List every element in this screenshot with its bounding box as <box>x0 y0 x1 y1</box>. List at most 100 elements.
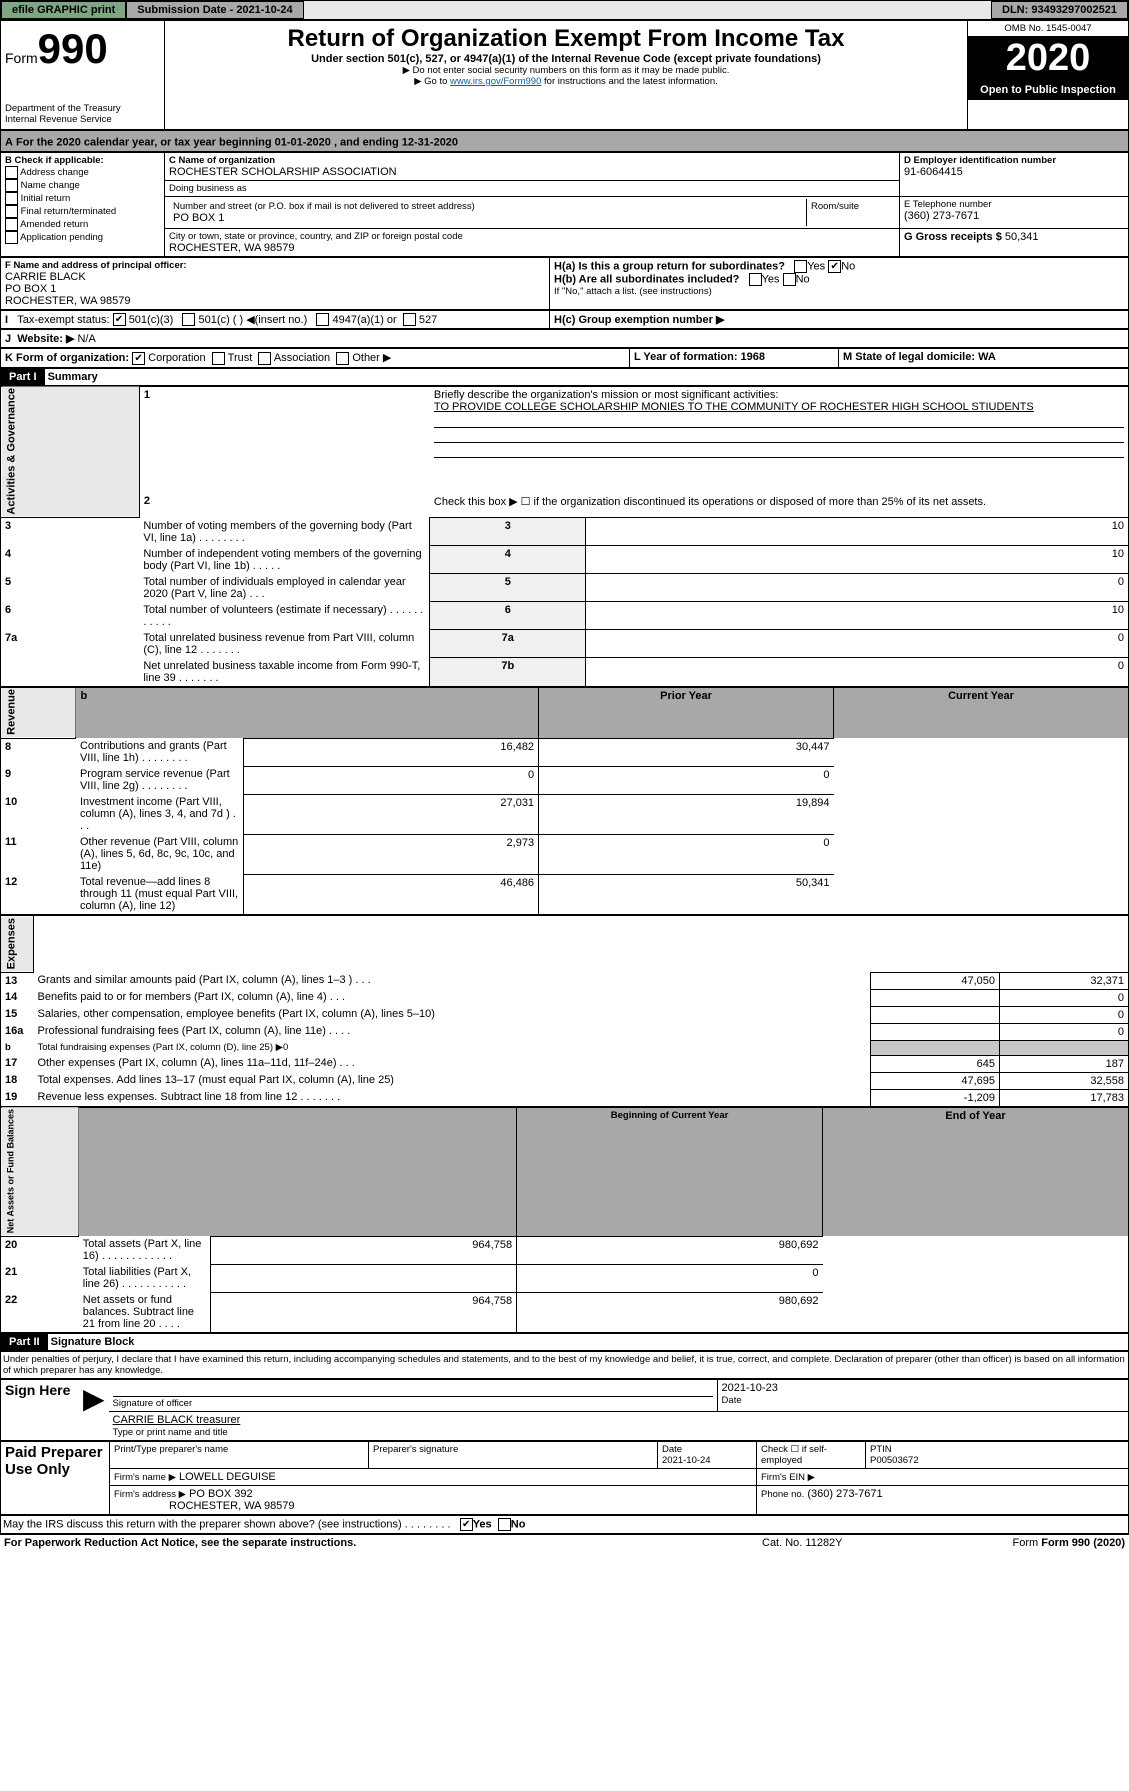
tel: (360) 273-7671 <box>904 210 1124 222</box>
chk-other[interactable] <box>336 352 349 365</box>
officer-name: CARRIE BLACK <box>5 271 545 283</box>
l1v: TO PROVIDE COLLEGE SCHOLARSHIP MONIES TO… <box>434 401 1034 413</box>
current-year: 32,371 <box>1000 972 1129 989</box>
dba-label: Doing business as <box>169 183 895 194</box>
perjury: Under penalties of perjury, I declare th… <box>0 1351 1129 1379</box>
form-label: Form <box>5 50 38 66</box>
current-year: 19,894 <box>539 794 834 834</box>
hb-yes[interactable] <box>749 273 762 286</box>
gross: 50,341 <box>1005 231 1039 243</box>
line-val: 10 <box>586 546 1129 574</box>
chk-corp[interactable]: ✔ <box>132 352 145 365</box>
pc4: PTIN <box>870 1444 892 1455</box>
line-val: 0 <box>586 574 1129 602</box>
prior-year: 46,486 <box>244 874 539 915</box>
discuss-no[interactable] <box>498 1518 511 1531</box>
dln: DLN: 93493297002521 <box>991 1 1128 19</box>
hdr-py: Prior Year <box>539 687 834 738</box>
officer-city: ROCHESTER, WA 98579 <box>5 295 545 307</box>
line-idx: 6 <box>430 602 586 630</box>
discuss: May the IRS discuss this return with the… <box>3 1519 451 1531</box>
discuss-yes[interactable]: ✔ <box>460 1518 473 1531</box>
pra: For Paperwork Reduction Act Notice, see … <box>4 1537 356 1549</box>
prior-year <box>871 1023 1000 1040</box>
line-idx: 3 <box>430 518 586 546</box>
ein: 91-6064415 <box>904 166 1124 178</box>
part2-hdr: Part II <box>1 1334 48 1350</box>
sigdate: 2021-10-23 <box>722 1382 778 1394</box>
boxl: L Year of formation: 1968 <box>634 351 765 363</box>
chk-501c[interactable] <box>182 313 195 326</box>
chk-initial[interactable] <box>5 192 18 205</box>
hb-no[interactable] <box>783 273 796 286</box>
line-num: 17 <box>1 1055 34 1072</box>
a-line: A For the 2020 calendar year, or tax yea… <box>0 130 1129 152</box>
chk-4947[interactable] <box>316 313 329 326</box>
part1-hdr: Part I <box>1 369 45 385</box>
current-year: 30,447 <box>539 738 834 766</box>
tax-year: 2020 <box>998 37 1099 79</box>
opt-final: Final return/terminated <box>21 206 117 217</box>
line-num: 16a <box>1 1023 34 1040</box>
opt-initial: Initial return <box>21 193 71 204</box>
hdr3-py: Beginning of Current Year <box>517 1107 823 1236</box>
chk-trust[interactable] <box>212 352 225 365</box>
side-netassets: Net Assets or Fund Balances <box>1 1107 79 1236</box>
line-text: Net assets or fund balances. Subtract li… <box>79 1292 211 1333</box>
line-text: Total revenue—add lines 8 through 11 (mu… <box>76 874 244 915</box>
line-text: Total expenses. Add lines 13–17 (must eq… <box>34 1072 871 1089</box>
org-name: ROCHESTER SCHOLARSHIP ASSOCIATION <box>169 166 895 178</box>
line-num: 21 <box>1 1264 79 1292</box>
phone-lbl: Phone no. <box>761 1489 804 1500</box>
prior-year: 47,695 <box>871 1072 1000 1089</box>
ha: H(a) Is this a group return for subordin… <box>554 260 785 272</box>
chk-501c3[interactable]: ✔ <box>113 313 126 326</box>
opt-501c: 501(c) ( ) ◀(insert no.) <box>199 314 308 326</box>
form-header: Form990 Department of the Treasury Inter… <box>0 20 1129 130</box>
sign-here: Sign Here <box>1 1380 80 1441</box>
efile-btn[interactable]: efile GRAPHIC print <box>1 1 126 19</box>
chk-assn[interactable] <box>258 352 271 365</box>
line-num: 7a <box>1 630 140 658</box>
current-year: 0 <box>1000 1006 1129 1023</box>
line-text: Total fundraising expenses (Part IX, col… <box>34 1040 871 1055</box>
line-val: 10 <box>586 602 1129 630</box>
opt-name: Name change <box>21 180 80 191</box>
opt-501c3: 501(c)(3) <box>129 314 174 326</box>
line-val: 0 <box>586 658 1129 687</box>
prior-year: 645 <box>871 1055 1000 1072</box>
note1: ▶ Do not enter social security numbers o… <box>169 65 963 76</box>
line-num: 11 <box>1 834 76 874</box>
ha-yes[interactable] <box>794 260 807 273</box>
hc: H(c) Group exemption number ▶ <box>554 314 724 326</box>
prior-year: -1,209 <box>871 1089 1000 1106</box>
ha-no[interactable]: ✔ <box>828 260 841 273</box>
side-expenses: Expenses <box>1 916 34 972</box>
chk-amend[interactable] <box>5 218 18 231</box>
dno: No <box>511 1519 526 1531</box>
current-year: 17,783 <box>1000 1089 1129 1106</box>
chk-527[interactable] <box>403 313 416 326</box>
irs: Internal Revenue Service <box>5 114 160 125</box>
chk-app[interactable] <box>5 231 18 244</box>
opt-527: 527 <box>419 314 437 326</box>
irs-link[interactable]: www.irs.gov/Form990 <box>450 76 541 87</box>
side-governance: Activities & Governance <box>1 386 140 518</box>
prior-year <box>871 1040 1000 1055</box>
submission-date: Submission Date - 2021-10-24 <box>126 1 303 19</box>
l2: Check this box ▶ ☐ if the organization d… <box>430 493 1129 518</box>
prior-year: 47,050 <box>871 972 1000 989</box>
boxi-label: Tax-exempt status: <box>17 314 109 326</box>
chk-name[interactable] <box>5 179 18 192</box>
line-num: 14 <box>1 989 34 1006</box>
chk-addr[interactable] <box>5 166 18 179</box>
line-text: Grants and similar amounts paid (Part IX… <box>34 972 871 989</box>
boxk-label: K Form of organization: <box>5 352 129 364</box>
firmein-lbl: Firm's EIN ▶ <box>761 1472 815 1483</box>
line-num: 5 <box>1 574 140 602</box>
chk-final[interactable] <box>5 205 18 218</box>
line-num: 22 <box>1 1292 79 1333</box>
line-num: 15 <box>1 1006 34 1023</box>
current-year: 187 <box>1000 1055 1129 1072</box>
opt-addr: Address change <box>20 167 89 178</box>
